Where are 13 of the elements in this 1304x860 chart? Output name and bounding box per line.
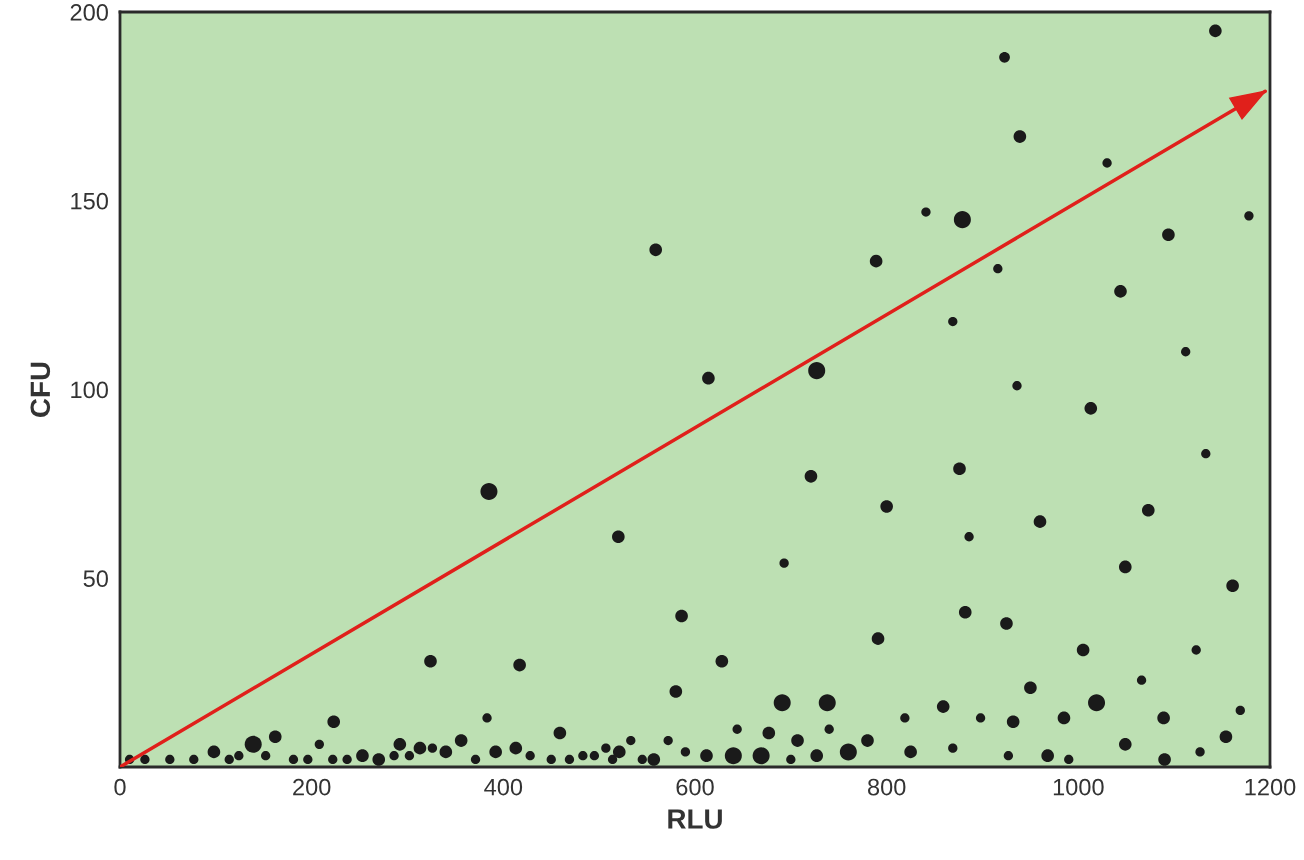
x-axis-title: RLU [668,809,722,829]
y-tick-label: 50 [83,570,108,588]
y-tick-label: 150 [71,192,108,210]
x-tick-label: 0 [114,778,126,796]
x-tick-label: 600 [676,778,714,796]
x-tick-label: 800 [868,778,906,796]
y-axis-title: CFU [30,362,51,417]
y-tick-label: 100 [71,381,108,399]
y-tick-label: 200 [70,4,108,21]
x-tick-label: 400 [484,778,523,796]
x-tick-label: 200 [293,778,331,796]
x-tick-label: 1200 [1245,778,1296,796]
x-tick-label: 1000 [1053,778,1104,796]
